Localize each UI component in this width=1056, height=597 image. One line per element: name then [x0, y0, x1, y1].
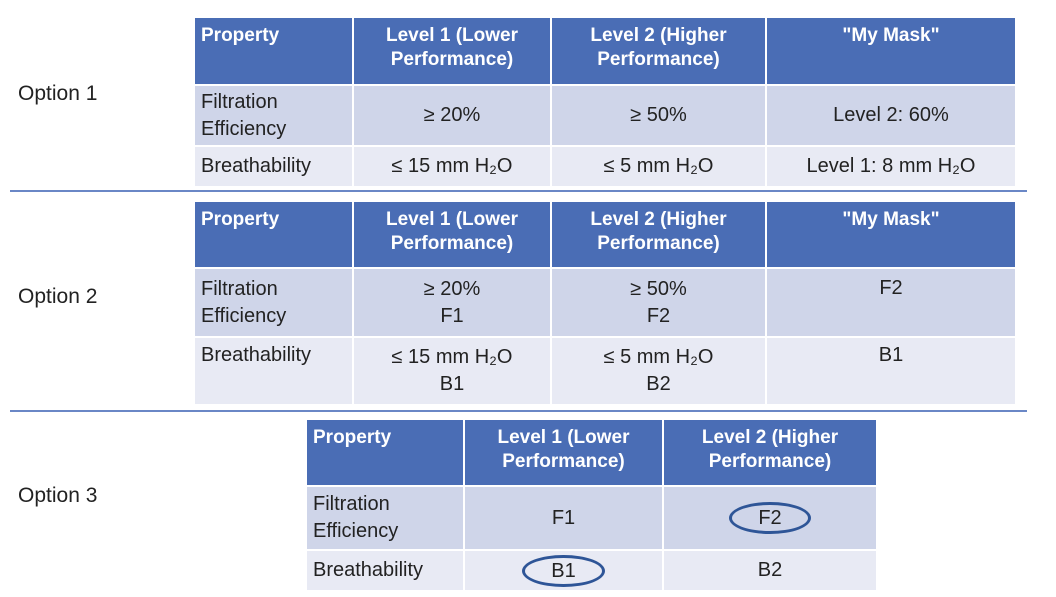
property-cell: Filtration Efficiency [307, 487, 463, 549]
property-cell: Breathability [307, 551, 463, 590]
cell-code: F1 [440, 304, 464, 327]
cell-code: B2 [646, 373, 671, 395]
cell-value: ≥ 20% [423, 277, 481, 300]
option-1-table: Property Level 1 (Lower Performance) Lev… [193, 16, 1017, 188]
header-level-2: Level 2 (Higher Performance) [552, 18, 765, 84]
cell: F2 [767, 269, 1015, 336]
table-row: Breathability ≤ 15 mm H₂O B1 ≤ 5 mm H₂O B2… [195, 338, 1015, 404]
divider [10, 410, 1027, 412]
header-property: Property [195, 18, 352, 84]
table-row: Filtration Efficiency ≥ 20% ≥ 50% Level … [195, 86, 1015, 145]
header-level-2: Level 2 (Higher Performance) [664, 420, 876, 485]
cell-value: ≤ 5 mm H₂O [603, 346, 714, 368]
header-level-1: Level 1 (Lower Performance) [354, 202, 550, 267]
cell: B1 [767, 338, 1015, 404]
cell: ≤ 15 mm H₂O [354, 147, 550, 186]
cell: ≥ 20% [354, 86, 550, 145]
cell: B2 [664, 551, 876, 590]
option-3-label: Option 3 [18, 484, 98, 507]
header-level-1: Level 1 (Lower Performance) [465, 420, 662, 485]
header-level-2: Level 2 (Higher Performance) [552, 202, 765, 267]
circled-cell: F2 [729, 502, 811, 534]
table-row: Filtration Efficiency F1 F2 [307, 487, 876, 549]
property-cell: Filtration Efficiency [195, 269, 352, 336]
cell: ≥ 50% [552, 86, 765, 145]
cell-code: B1 [439, 373, 465, 395]
option-2-label: Option 2 [18, 285, 98, 308]
header-my-mask: "My Mask" [767, 202, 1015, 267]
option-3-table: Property Level 1 (Lower Performance) Lev… [305, 418, 878, 592]
property-cell: Breathability [195, 147, 352, 186]
option-1-label: Option 1 [18, 82, 98, 105]
table-row: Breathability ≤ 15 mm H₂O ≤ 5 mm H₂O Lev… [195, 147, 1015, 186]
property-cell: Filtration Efficiency [195, 86, 352, 145]
cell-code: F2 [646, 304, 671, 327]
cell: Level 2: 60% [767, 86, 1015, 145]
header-level-1: Level 1 (Lower Performance) [354, 18, 550, 84]
cell: ≤ 5 mm H₂O [552, 147, 765, 186]
property-cell: Breathability [195, 338, 352, 404]
cell-value: ≥ 50% [630, 277, 687, 300]
cell-value: ≤ 15 mm H₂O [391, 346, 513, 368]
circled-cell: B1 [522, 554, 605, 587]
table-row: Breathability B1 B2 [307, 551, 876, 590]
cell: F1 [465, 487, 662, 549]
header-my-mask: "My Mask" [767, 18, 1015, 84]
divider [10, 190, 1027, 192]
header-property: Property [195, 202, 352, 267]
option-2-table: Property Level 1 (Lower Performance) Lev… [193, 200, 1017, 406]
header-property: Property [307, 420, 463, 485]
cell: Level 1: 8 mm H₂O [767, 147, 1015, 186]
table-row: Filtration Efficiency ≥ 20% F1 ≥ 50% F2 F2 [195, 269, 1015, 336]
